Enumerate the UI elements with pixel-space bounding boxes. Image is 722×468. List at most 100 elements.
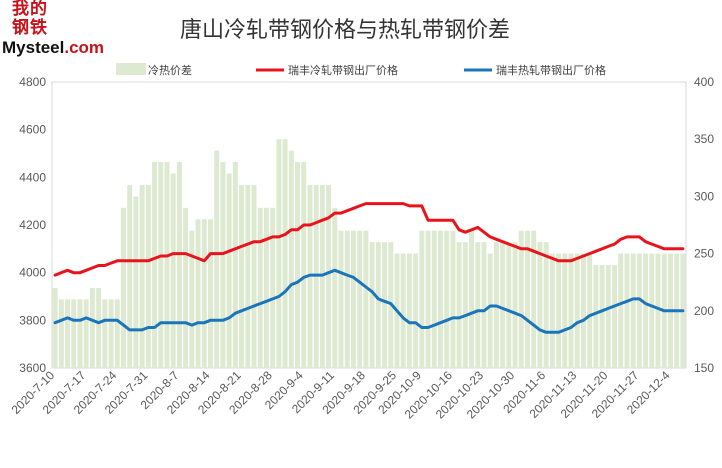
spread-bar: [512, 242, 518, 368]
spread-bar: [332, 207, 338, 368]
spread-bar: [96, 287, 102, 368]
cold-rolled-price-line: [53, 202, 685, 277]
spread-bar: [549, 253, 555, 368]
spread-bar: [456, 242, 462, 368]
spread-bar: [425, 230, 431, 368]
plot-frame: [51, 81, 687, 369]
mysteel-logo: 我的钢铁 Mysteel.com: [2, 0, 114, 60]
spread-bar: [562, 253, 568, 368]
spread-bar: [114, 299, 120, 368]
spread-bar: [375, 242, 381, 368]
y-left-tick-label: 4800: [19, 75, 46, 89]
spread-bar: [500, 242, 506, 368]
legend-item-spread-label: 冷热价差: [148, 63, 192, 77]
spread-bar: [363, 230, 369, 368]
spread-bar: [469, 230, 475, 368]
y-right-tick-label: 150: [694, 361, 714, 375]
spread-bar: [612, 265, 618, 368]
spread-bar: [587, 253, 593, 368]
spread-bar: [195, 219, 201, 368]
spread-bar: [245, 184, 251, 368]
spread-bar: [65, 299, 71, 368]
y-right-tick-label: 350: [694, 132, 714, 146]
spread-bar: [58, 299, 64, 368]
spread-bar: [487, 253, 493, 368]
spread-bar: [83, 299, 89, 368]
spread-bar: [52, 287, 58, 368]
spread-bar: [624, 253, 630, 368]
legend-item-hot-rolled-label: 瑞丰热轧带钢出厂价格: [496, 63, 606, 77]
spread-bar: [475, 242, 481, 368]
spread-bar: [183, 207, 189, 368]
logo-latin-suffix: .com: [64, 38, 105, 57]
spread-bar: [295, 162, 301, 368]
hot-rolled-price-line: [53, 268, 685, 334]
spread-bar: [413, 253, 419, 368]
spread-bar: [189, 230, 195, 368]
spread-bar: [481, 242, 487, 368]
spread-bar: [326, 184, 332, 368]
spread-bar: [201, 219, 207, 368]
spread-bar: [301, 162, 307, 368]
spread-bar: [208, 219, 213, 368]
spread-bar: [220, 162, 226, 368]
spread-bar: [369, 242, 375, 368]
spread-bar: [636, 253, 642, 368]
spread-bar: [605, 265, 611, 368]
spread-bar: [580, 253, 586, 368]
spread-bar: [164, 162, 170, 368]
spread-bar: [630, 253, 636, 368]
spread-bar: [232, 162, 238, 368]
spread-bar: [89, 287, 95, 368]
spread-bar: [400, 253, 406, 368]
spread-bar: [450, 230, 456, 368]
spread-bar: [525, 230, 530, 368]
spread-bar: [263, 207, 269, 368]
spread-bar: [599, 265, 605, 368]
spread-bar: [437, 230, 443, 368]
spread-bar: [127, 184, 133, 368]
spread-bar: [518, 230, 524, 368]
spread-bar: [276, 139, 282, 368]
spread-bar: [77, 299, 83, 368]
y-right-tick-label: 250: [694, 247, 714, 261]
spread-bar: [257, 207, 263, 368]
y-left-tick-label: 3600: [19, 361, 46, 375]
spread-bar: [158, 162, 164, 368]
spread-bar: [462, 242, 468, 368]
y-right-tick-label: 400: [694, 75, 714, 89]
plot-area: 3600 3800 4000 4200 4400 4600 4800 150 200 250 300…: [9, 75, 715, 422]
logo-latin-main: Mysteel: [2, 38, 65, 57]
spread-bar: [108, 299, 114, 368]
spread-bar: [556, 253, 562, 368]
spread-bar: [344, 230, 350, 368]
spread-bar: [170, 173, 176, 368]
spread-bar: [251, 184, 257, 368]
y-left-tick-label: 3800: [19, 313, 46, 327]
spread-bar: [506, 242, 512, 368]
y-left-tick-label: 4200: [19, 218, 46, 232]
legend-item-spread-swatch: [116, 63, 146, 75]
y-left-tick-label: 4400: [19, 170, 46, 184]
spread-bar: [406, 253, 412, 368]
spread-bar: [270, 207, 276, 368]
spread-bar: [288, 150, 294, 368]
legend-item-cold-rolled-label: 瑞丰冷轧带钢出厂价格: [288, 63, 398, 77]
logo-latin: Mysteel.com: [2, 38, 104, 58]
spread-bar: [444, 230, 450, 368]
logo-hanzi: 我的钢铁: [12, 0, 48, 38]
spread-bar: [431, 230, 437, 368]
y-left-tick-label: 4000: [19, 266, 46, 280]
spread-bar: [120, 207, 126, 368]
spread-bar: [226, 173, 232, 368]
spread-bar: [71, 299, 77, 368]
spread-bar: [382, 242, 388, 368]
spread-bar: [537, 242, 543, 368]
spread-bar: [649, 253, 655, 368]
spread-bar: [152, 162, 158, 368]
spread-bar: [643, 253, 649, 368]
spread-bar: [350, 230, 356, 368]
spread-bar: [531, 230, 537, 368]
spread-bar: [574, 253, 580, 368]
